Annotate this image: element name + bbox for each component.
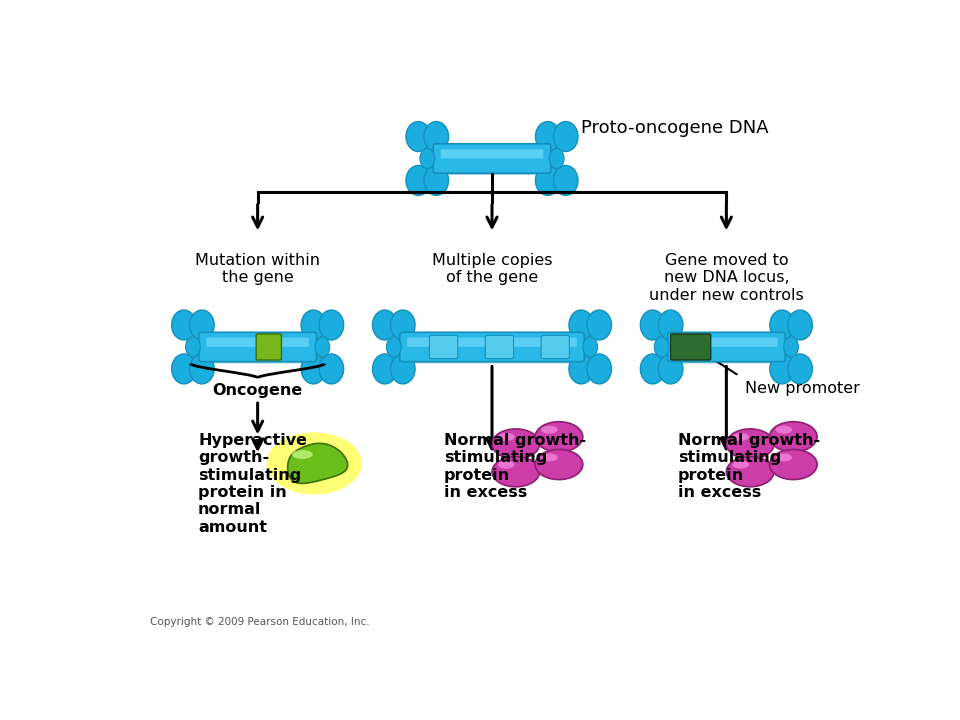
FancyBboxPatch shape [399, 334, 585, 364]
Ellipse shape [301, 354, 325, 384]
Ellipse shape [190, 354, 214, 384]
Ellipse shape [185, 337, 201, 357]
Ellipse shape [655, 337, 669, 357]
Ellipse shape [267, 432, 362, 495]
FancyBboxPatch shape [407, 338, 577, 347]
Text: Gene moved to
new DNA locus,
under new controls: Gene moved to new DNA locus, under new c… [649, 253, 804, 302]
Ellipse shape [424, 122, 448, 151]
Text: Normal growth-
stimulating
protein
in excess: Normal growth- stimulating protein in ex… [678, 433, 820, 500]
Ellipse shape [569, 310, 593, 340]
Ellipse shape [387, 337, 401, 357]
Text: Mutation within
the gene: Mutation within the gene [195, 253, 320, 285]
Ellipse shape [541, 426, 558, 433]
Ellipse shape [315, 337, 329, 357]
Ellipse shape [319, 354, 344, 384]
Ellipse shape [732, 433, 749, 441]
Ellipse shape [770, 310, 794, 340]
Ellipse shape [569, 354, 593, 384]
Ellipse shape [788, 310, 812, 340]
Ellipse shape [292, 450, 313, 459]
Ellipse shape [301, 310, 325, 340]
FancyBboxPatch shape [433, 145, 551, 175]
Ellipse shape [391, 354, 415, 384]
Ellipse shape [190, 310, 214, 340]
Ellipse shape [732, 461, 749, 469]
Ellipse shape [498, 433, 515, 441]
Text: Multiple copies
of the gene: Multiple copies of the gene [432, 253, 552, 285]
Ellipse shape [554, 122, 578, 151]
Ellipse shape [319, 310, 344, 340]
Ellipse shape [549, 148, 564, 168]
Ellipse shape [727, 456, 774, 487]
Ellipse shape [554, 166, 578, 195]
FancyBboxPatch shape [256, 334, 281, 360]
Ellipse shape [776, 454, 792, 462]
Text: Copyright © 2009 Pearson Education, Inc.: Copyright © 2009 Pearson Education, Inc. [150, 617, 370, 627]
Ellipse shape [770, 354, 794, 384]
Ellipse shape [587, 310, 612, 340]
Ellipse shape [406, 122, 430, 151]
Ellipse shape [776, 426, 792, 433]
Ellipse shape [640, 310, 665, 340]
Ellipse shape [535, 449, 583, 480]
Ellipse shape [406, 166, 430, 195]
Ellipse shape [727, 429, 774, 459]
Ellipse shape [536, 122, 560, 151]
FancyBboxPatch shape [206, 338, 309, 347]
Ellipse shape [583, 337, 597, 357]
FancyBboxPatch shape [199, 334, 317, 364]
Ellipse shape [536, 166, 560, 195]
Ellipse shape [424, 166, 448, 195]
Ellipse shape [420, 148, 435, 168]
Ellipse shape [492, 456, 540, 487]
Ellipse shape [172, 354, 196, 384]
Ellipse shape [659, 354, 683, 384]
FancyBboxPatch shape [429, 336, 458, 359]
Ellipse shape [541, 454, 558, 462]
Text: New promoter: New promoter [745, 382, 860, 396]
Text: Oncogene: Oncogene [212, 383, 302, 397]
Ellipse shape [172, 310, 196, 340]
Text: Hyperactive
growth-
stimulating
protein in
normal
amount: Hyperactive growth- stimulating protein … [198, 433, 307, 535]
FancyBboxPatch shape [675, 338, 778, 347]
FancyBboxPatch shape [433, 144, 551, 174]
Polygon shape [288, 444, 348, 483]
FancyBboxPatch shape [541, 336, 569, 359]
Ellipse shape [492, 429, 540, 459]
Ellipse shape [498, 461, 515, 469]
FancyBboxPatch shape [399, 332, 585, 361]
Ellipse shape [783, 337, 799, 357]
FancyBboxPatch shape [441, 149, 543, 158]
Text: Normal growth-
stimulating
protein
in excess: Normal growth- stimulating protein in ex… [444, 433, 586, 500]
FancyBboxPatch shape [667, 334, 785, 364]
Ellipse shape [535, 422, 583, 452]
Ellipse shape [659, 310, 683, 340]
Ellipse shape [372, 310, 397, 340]
FancyBboxPatch shape [486, 336, 514, 359]
FancyBboxPatch shape [670, 334, 710, 360]
Ellipse shape [391, 310, 415, 340]
Ellipse shape [587, 354, 612, 384]
Ellipse shape [770, 449, 817, 480]
Ellipse shape [770, 422, 817, 452]
FancyBboxPatch shape [199, 332, 317, 361]
Ellipse shape [640, 354, 665, 384]
Text: Proto-oncogene DNA: Proto-oncogene DNA [581, 119, 769, 137]
Ellipse shape [788, 354, 812, 384]
Ellipse shape [372, 354, 397, 384]
FancyBboxPatch shape [667, 332, 785, 361]
